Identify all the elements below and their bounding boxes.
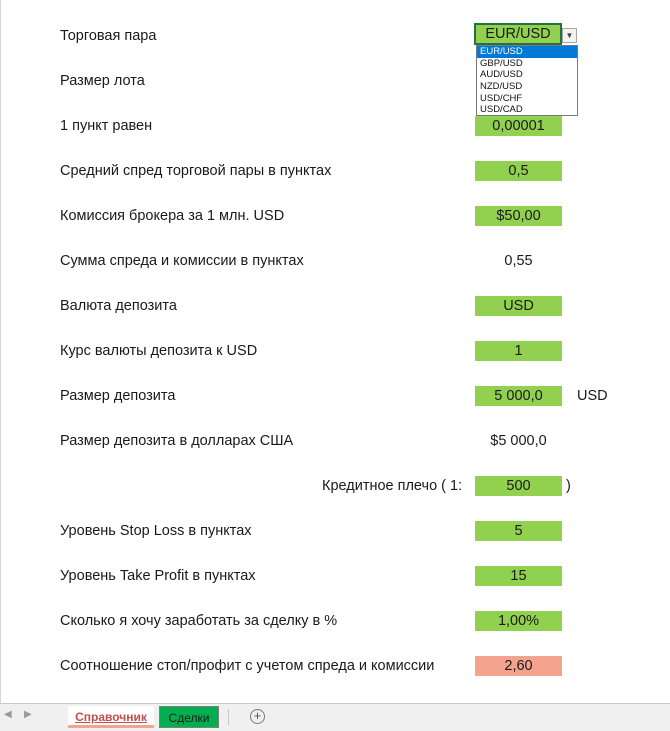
row-stop-loss: Уровень Stop Loss в пунктах 5 [0, 509, 670, 554]
commission-cell[interactable]: $50,00 [475, 206, 562, 226]
spread-label: Средний спред торговой пары в пунктах [60, 163, 332, 179]
add-sheet-icon[interactable]: + [250, 709, 265, 724]
leverage-cell[interactable]: 500 [475, 476, 562, 496]
row-spread: Средний спред торговой пары в пунктах 0,… [0, 149, 670, 194]
row-deposit-usd: Размер депозита в долларах США $5 000,0 [0, 419, 670, 464]
deposit-currency-label: Валюта депозита [60, 298, 177, 314]
row-rate: Курс валюты депозита к USD 1 [0, 329, 670, 374]
pip-value-cell[interactable]: 0,00001 [475, 116, 562, 136]
row-target-profit: Сколько я хочу заработать за сделку в % … [0, 599, 670, 644]
deposit-label: Размер депозита [60, 388, 176, 404]
take-profit-cell[interactable]: 15 [475, 566, 562, 586]
dropdown-option-usdchf[interactable]: USD/CHF [480, 92, 523, 104]
ratio-label: Соотношение стоп/профит с учетом спреда … [60, 658, 435, 674]
spreadsheet-area: Торговая пара EUR/USD ▼ EUR/USD GBP/USD … [0, 0, 670, 703]
grid-line [0, 0, 1, 703]
stop-loss-cell[interactable]: 5 [475, 521, 562, 541]
take-profit-label: Уровень Take Profit в пунктах [60, 568, 256, 584]
deposit-usd-cell[interactable]: $5 000,0 [490, 433, 547, 449]
lot-size-label: Размер лота [60, 73, 145, 89]
ratio-cell[interactable]: 2,60 [475, 656, 562, 676]
sum-label: Сумма спреда и комиссии в пунктах [60, 253, 304, 269]
dropdown-arrow-button[interactable]: ▼ [562, 28, 577, 43]
leverage-label: Кредитное плечо ( 1: [322, 478, 463, 494]
trading-pair-label: Торговая пара [60, 28, 157, 44]
stop-loss-label: Уровень Stop Loss в пунктах [60, 523, 252, 539]
sum-cell[interactable]: 0,55 [504, 253, 533, 269]
deposit-cell[interactable]: 5 000,0 [475, 386, 562, 406]
deposit-currency-cell[interactable]: USD [475, 296, 562, 316]
commission-label: Комиссия брокера за 1 млн. USD [60, 208, 285, 224]
dropdown-option-usdcad[interactable]: USD/CAD [480, 104, 523, 116]
rate-cell[interactable]: 1 [475, 341, 562, 361]
row-deposit: Размер депозита 5 000,0 USD [0, 374, 670, 419]
tab-scroll-left-icon[interactable]: ◀ [4, 709, 12, 720]
dropdown-option-audusd[interactable]: AUD/USD [480, 69, 523, 81]
pip-value-label: 1 пункт равен [60, 118, 153, 134]
tab-separator [228, 709, 229, 725]
row-trading-pair: Торговая пара [0, 14, 670, 59]
trading-pair-cell[interactable]: EUR/USD [474, 23, 562, 45]
row-stop-profit-ratio: Соотношение стоп/профит с учетом спреда … [0, 644, 670, 689]
row-pip-value: 1 пункт равен 0,00001 [0, 104, 670, 149]
target-profit-label: Сколько я хочу заработать за сделку в % [60, 613, 338, 629]
rate-label: Курс валюты депозита к USD [60, 343, 258, 359]
deposit-unit: USD [577, 388, 608, 404]
row-spread-commission-sum: Сумма спреда и комиссии в пунктах 0,55 [0, 239, 670, 284]
deposit-usd-label: Размер депозита в долларах США [60, 433, 294, 449]
dropdown-option-gbpusd[interactable]: GBP/USD [480, 57, 523, 69]
tab-deals[interactable]: Сделки [159, 706, 219, 728]
row-take-profit: Уровень Take Profit в пунктах 15 [0, 554, 670, 599]
row-commission: Комиссия брокера за 1 млн. USD $50,00 [0, 194, 670, 239]
leverage-close-paren: ) [566, 478, 571, 494]
spread-cell[interactable]: 0,5 [475, 161, 562, 181]
dropdown-option-nzdusd[interactable]: NZD/USD [480, 81, 523, 93]
target-profit-cell[interactable]: 1,00% [475, 611, 562, 631]
dropdown-option-eurusd[interactable]: EUR/USD [477, 46, 577, 58]
row-deposit-currency: Валюта депозита USD [0, 284, 670, 329]
row-leverage: Кредитное плечо ( 1: 500 ) [0, 464, 670, 509]
tab-scroll-right-icon[interactable]: ▶ [24, 709, 32, 720]
trading-pair-dropdown-list: EUR/USD GBP/USD AUD/USD NZD/USD USD/CHF … [476, 45, 578, 116]
sheet-tab-bar: ◀ ▶ Справочник Сделки + [0, 703, 670, 731]
row-lot-size: Размер лота [0, 59, 670, 104]
tab-reference[interactable]: Справочник [68, 706, 154, 728]
